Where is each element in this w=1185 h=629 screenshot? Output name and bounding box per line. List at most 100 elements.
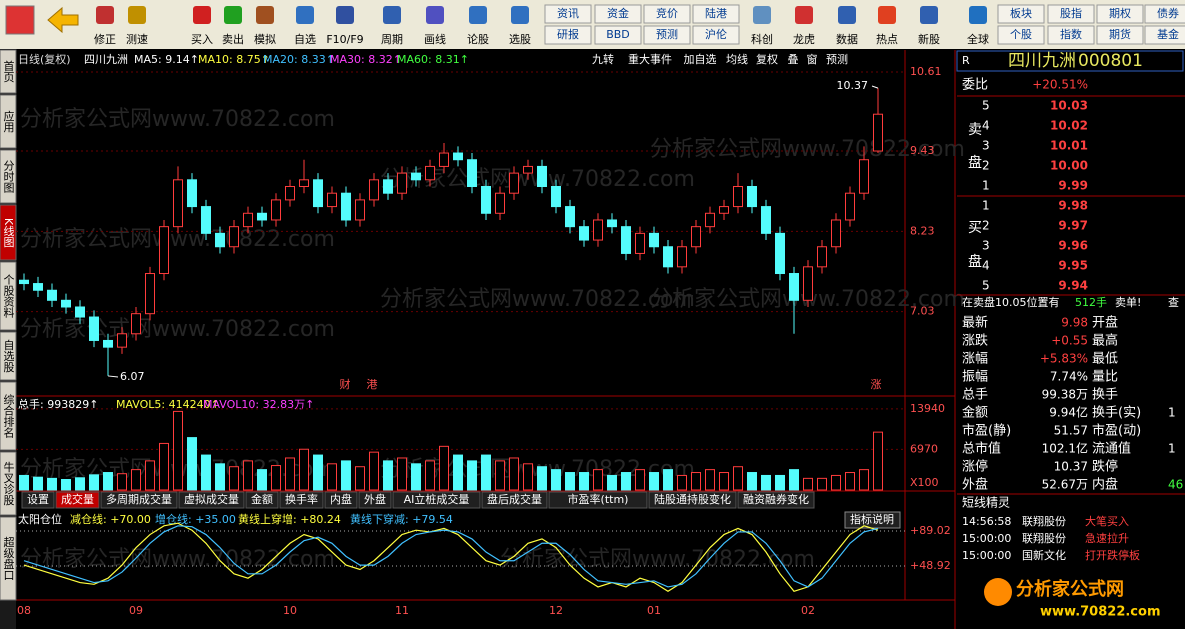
grid-button-label[interactable]: 股指	[1060, 6, 1082, 20]
tab-label[interactable]: 成交量	[61, 492, 94, 506]
tab[interactable]	[178, 491, 245, 509]
tab[interactable]	[548, 491, 648, 509]
event-marker[interactable]: 涨	[871, 378, 882, 391]
tab-label[interactable]: 融资融券变化	[743, 492, 809, 506]
grid-button[interactable]	[1047, 25, 1095, 45]
grid-button[interactable]	[594, 25, 642, 45]
toolbar-icon[interactable]	[969, 6, 987, 24]
toolbar-button[interactable]: 选股	[509, 33, 531, 46]
sidebar-tab[interactable]	[0, 204, 17, 261]
tab-label[interactable]: 多周期成交量	[106, 492, 172, 506]
grid-button-label[interactable]: 预测	[656, 28, 678, 41]
chart-tool[interactable]: 均线	[726, 52, 748, 66]
tab[interactable]	[324, 491, 358, 509]
chart-tool[interactable]: 复权	[756, 52, 778, 66]
grid-button-label[interactable]: 期权	[1109, 7, 1131, 20]
grid-button[interactable]	[643, 4, 691, 24]
toolbar-icon[interactable]	[511, 6, 529, 24]
tab-label[interactable]: 内盘	[330, 492, 352, 506]
tab-label[interactable]: 陆股通持股变化	[654, 492, 731, 506]
tab-label[interactable]: 设置	[27, 493, 49, 506]
sidebar-tab[interactable]	[0, 451, 17, 516]
sidebar-label[interactable]: K线图	[2, 218, 15, 248]
tab[interactable]	[481, 491, 548, 509]
grid-button[interactable]	[997, 25, 1045, 45]
sidebar-tab[interactable]	[0, 261, 17, 331]
tab[interactable]	[648, 491, 737, 509]
tab[interactable]	[279, 491, 324, 509]
toolbar-button[interactable]: 周期	[381, 33, 403, 46]
toolbar-button[interactable]: 热点	[876, 33, 898, 46]
sidebar-tab[interactable]	[0, 516, 17, 601]
event-marker[interactable]: 港	[367, 378, 378, 391]
sidebar-label[interactable]: 应用	[2, 109, 15, 133]
grid-button-label[interactable]: 竞价	[656, 6, 678, 20]
chart-tool[interactable]: 窗	[807, 52, 818, 66]
tab-label[interactable]: 市盈率(ttm)	[568, 492, 629, 506]
grid-button[interactable]	[544, 25, 592, 45]
grid-button-label[interactable]: 指数	[1060, 27, 1082, 41]
grid-button[interactable]	[1096, 4, 1144, 24]
toolbar-button[interactable]: 数据	[836, 32, 858, 46]
toolbar-icon[interactable]	[336, 6, 354, 24]
tab-label[interactable]: 盘后成交量	[487, 492, 542, 506]
sidebar-label[interactable]: 综合排名	[2, 393, 15, 438]
tab-label[interactable]: 虚拟成交量	[184, 492, 239, 506]
grid-button[interactable]	[643, 25, 691, 45]
sidebar-label[interactable]: 分时图	[2, 160, 15, 194]
chart-tool[interactable]: 重大事件	[628, 52, 672, 66]
grid-button[interactable]	[544, 4, 592, 24]
grid-button-label[interactable]: 个股	[1010, 28, 1032, 41]
tab[interactable]	[21, 491, 55, 509]
sidebar-tab[interactable]	[0, 149, 17, 204]
chart-tool[interactable]: 加自选	[684, 53, 717, 66]
tab-label[interactable]: 金额	[251, 492, 273, 506]
grid-button-label[interactable]: 期货	[1109, 27, 1131, 41]
toolbar-button[interactable]: 买入	[191, 33, 213, 46]
tab[interactable]	[100, 491, 178, 509]
toolbar-icon[interactable]	[96, 6, 114, 24]
help-label[interactable]: 指标说明	[850, 512, 894, 526]
toolbar-button[interactable]: 龙虎	[793, 33, 815, 46]
toolbar-button[interactable]: 画线	[424, 32, 446, 46]
grid-button-label[interactable]: 研报	[557, 27, 579, 41]
tab-label[interactable]: 外盘	[364, 492, 386, 506]
toolbar-icon[interactable]	[193, 6, 211, 24]
sidebar-label[interactable]: 首页	[2, 59, 15, 83]
tab[interactable]	[737, 491, 815, 509]
tab[interactable]	[358, 491, 392, 509]
app-icon[interactable]	[5, 5, 35, 35]
toolbar-button[interactable]: 论股	[467, 32, 489, 46]
toolbar-icon[interactable]	[426, 6, 444, 24]
toolbar-button[interactable]: 全球	[967, 32, 989, 46]
grid-button-label[interactable]: 板块	[1010, 6, 1032, 20]
grid-button[interactable]	[1096, 25, 1144, 45]
toolbar-icon[interactable]	[795, 6, 813, 24]
toolbar-button[interactable]: 自选	[294, 33, 316, 46]
sidebar-label[interactable]: 超级盘口	[2, 535, 15, 580]
sidebar-label[interactable]: 牛叉诊股	[2, 460, 15, 506]
chart-tool[interactable]: 叠	[788, 53, 799, 66]
toolbar-icon[interactable]	[838, 6, 856, 24]
toolbar-icon[interactable]	[383, 6, 401, 24]
toolbar-button[interactable]: 新股	[918, 32, 940, 46]
toolbar-icon[interactable]	[469, 6, 487, 24]
toolbar-button[interactable]: 测速	[126, 33, 148, 46]
grid-button[interactable]	[594, 4, 642, 24]
grid-button[interactable]	[692, 25, 740, 45]
back-button[interactable]	[47, 6, 79, 34]
toolbar-button[interactable]: F10/F9	[326, 33, 363, 46]
toolbar-icon[interactable]	[296, 6, 314, 24]
grid-button[interactable]	[692, 4, 740, 24]
grid-button-label[interactable]: 资讯	[557, 7, 579, 20]
grid-button-label[interactable]: 债券	[1157, 6, 1179, 20]
toolbar-button[interactable]: 修正	[94, 32, 116, 46]
sidebar-tab[interactable]	[0, 381, 17, 451]
toolbar-icon[interactable]	[256, 6, 274, 24]
tab[interactable]	[392, 491, 481, 509]
grid-button-label[interactable]: 陆港	[705, 6, 727, 20]
toolbar-icon[interactable]	[753, 6, 771, 24]
toolbar-button[interactable]: 卖出	[222, 32, 244, 46]
toolbar-button[interactable]: 科创	[751, 32, 773, 46]
toolbar-icon[interactable]	[128, 6, 146, 24]
